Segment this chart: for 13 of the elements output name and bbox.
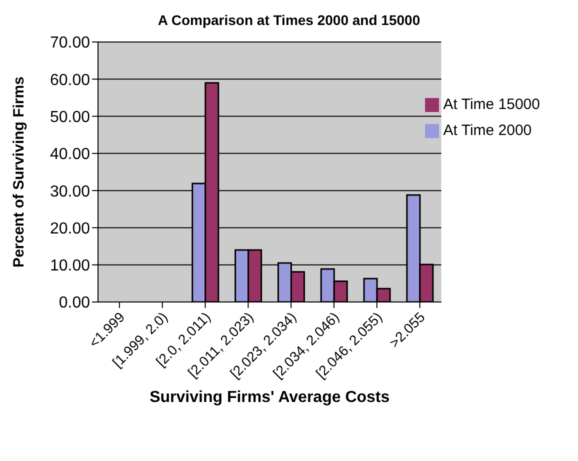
y-tick-label: 50.00 [50,108,90,126]
chart-title: A Comparison at Times 2000 and 15000 [156,11,422,30]
y-axis-title: Percent of Surviving Firms [10,76,28,268]
y-tick-label: 60.00 [50,72,90,89]
x-axis-title: Surviving Firms' Average Costs [150,389,390,406]
legend-label: At Time 2000 [443,122,532,139]
y-tick-label: 20.00 [50,220,90,238]
legend-label: At Time 15000 [443,96,540,113]
y-tick-label: 40.00 [50,146,90,164]
y-tick-label: 70.00 [50,34,90,52]
y-tick-label: 30.00 [50,183,90,200]
y-tick-label: 10.00 [50,258,90,275]
y-tick-label: 0.00 [58,294,90,312]
